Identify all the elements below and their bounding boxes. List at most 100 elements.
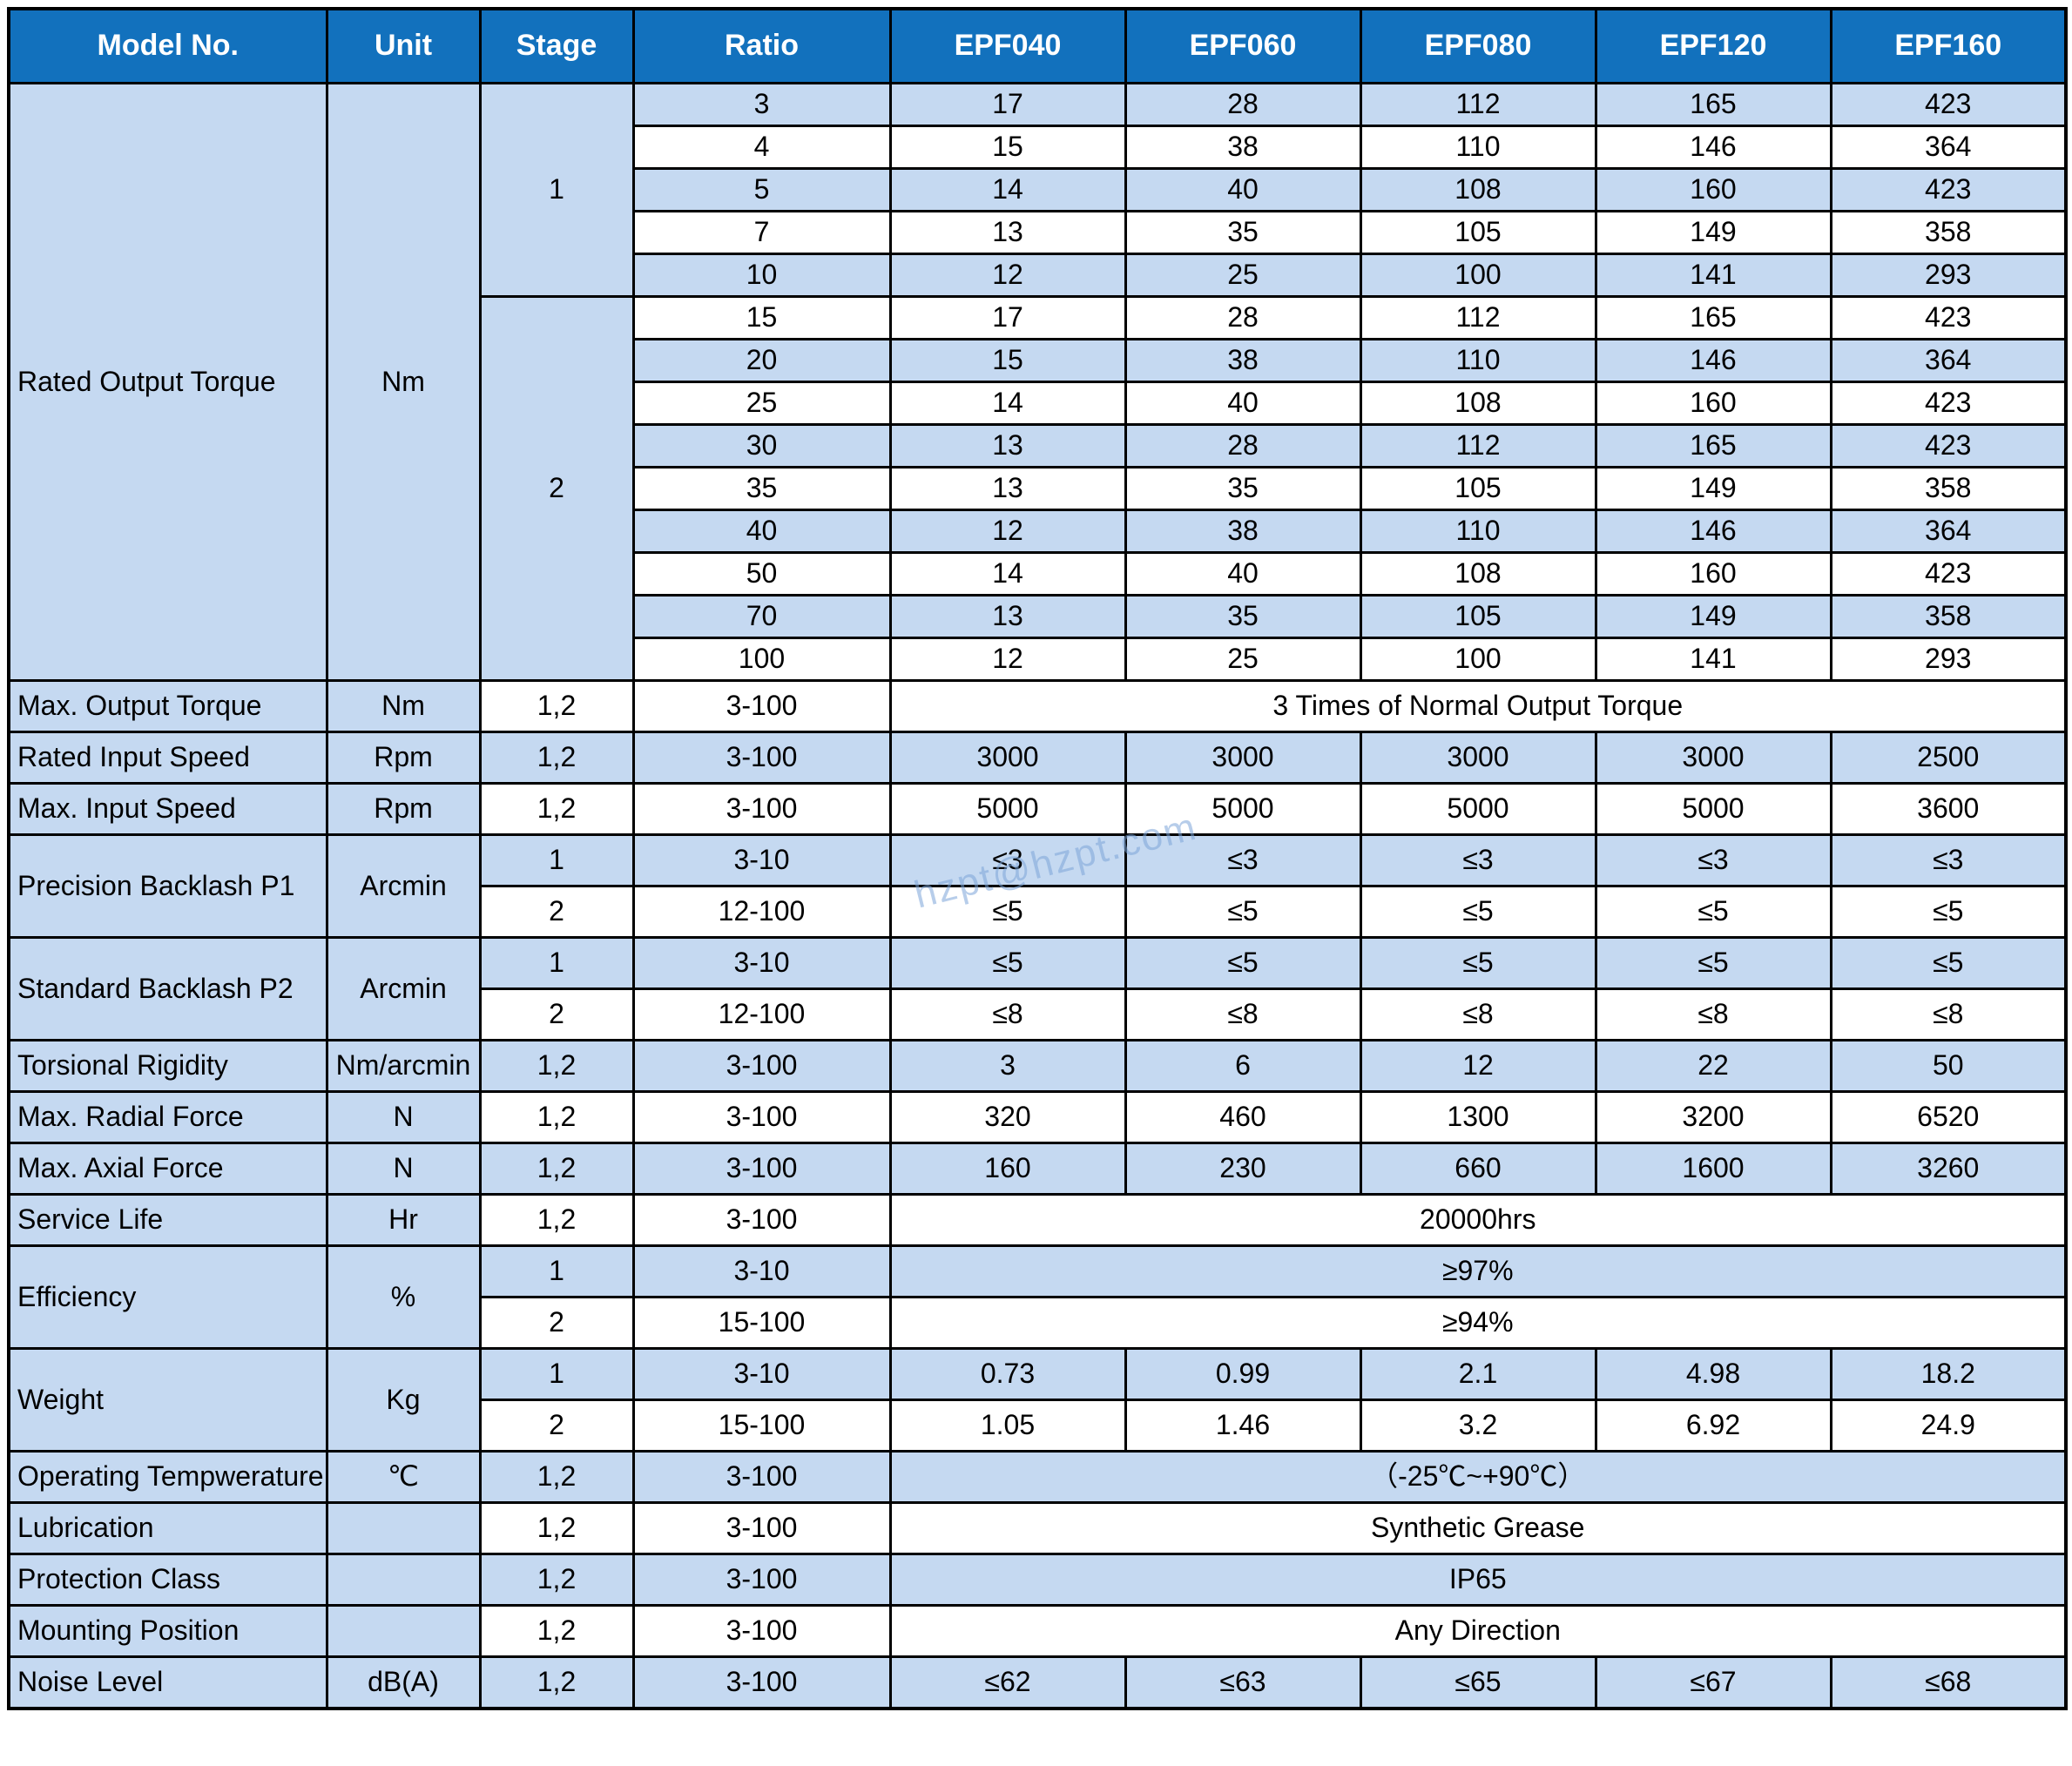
table-row: Service Life Hr 1,2 3-100 20000hrs [7,1193,2068,1247]
value-cell: 3000 [1359,731,1597,785]
column-header-epf160: EPF160 [1829,7,2068,84]
row-label: Max. Axial Force [7,1142,328,1196]
ratio-cell: 3-10 [631,833,892,887]
ratio-cell: 3-10 [631,936,892,990]
value-cell: 13 [888,594,1127,639]
value-cell: 3.2 [1359,1399,1597,1453]
table-row: Max. Output Torque Nm 1,2 3-100 3 Times … [7,679,2068,733]
value-cell: 15 [888,338,1127,383]
value-cell: ≤3 [1124,833,1362,887]
value-cell: 22 [1594,1039,1832,1093]
spec-table: Model No. Unit Stage Ratio EPF040 EPF060… [7,7,2068,1710]
value-cell: 423 [1829,82,2068,127]
row-label: Mounting Position [7,1604,328,1658]
stage-cell: 1,2 [478,1450,635,1504]
row-label: Max. Output Torque [7,679,328,733]
unit-cell: Nm [325,679,482,733]
value-cell: 14 [888,167,1127,212]
value-cell: ≤3 [888,833,1127,887]
row-label: Standard Backlash P2 [7,936,328,1041]
value-cell: 108 [1359,551,1597,597]
stage-cell: 2 [478,295,635,682]
row-label: Lubrication [7,1501,328,1555]
stage-cell: 1,2 [478,1090,635,1144]
value-cell: 423 [1829,423,2068,468]
row-label: Max. Radial Force [7,1090,328,1144]
table-row: Precision Backlash P1 Arcmin 1 3-10 ≤3 ≤… [7,833,2068,939]
row-label: Rated Output Torque [7,82,328,682]
row-label: Precision Backlash P1 [7,833,328,939]
value-cell: 1.46 [1124,1399,1362,1453]
value-cell: 165 [1594,423,1832,468]
column-header-ratio: Ratio [631,7,892,84]
value-cell: 105 [1359,210,1597,255]
table-row: 30 13 28 112 165 423 [9,423,2068,468]
value-cell: ≤8 [1594,987,1832,1041]
stage-cell: 1,2 [478,782,635,836]
ratio-cell: 3-100 [631,1604,892,1658]
value-cell: 12 [888,637,1127,682]
value-cell: 358 [1829,210,2068,255]
header-row: Model No. Unit Stage Ratio EPF040 EPF060… [7,7,2068,84]
value-cell: 112 [1359,423,1597,468]
value-cell: 112 [1359,295,1597,340]
value-cell: 160 [888,1142,1127,1196]
ratio-cell: 3-100 [631,1553,892,1607]
value-cell: ≤5 [1124,885,1362,939]
value-cell: 5000 [1594,782,1832,836]
value-cell: 12 [888,509,1127,554]
value-cell: 149 [1594,210,1832,255]
unit-cell: Arcmin [325,936,482,1041]
table-row: Max. Radial Force N 1,2 3-100 320 460 13… [7,1090,2068,1144]
ratio-cell: 25 [631,381,892,426]
value-cell: 28 [1124,423,1362,468]
value-cell: 1300 [1359,1090,1597,1144]
ratio-cell: 3-100 [631,679,892,733]
row-label: Torsional Rigidity [7,1039,328,1093]
value-cell: 165 [1594,295,1832,340]
table-row: 2 15 17 28 112 165 423 [9,295,2068,682]
value-cell: 15 [888,125,1127,170]
value-cell: 3000 [1594,731,1832,785]
value-cell: ≤5 [1124,936,1362,990]
table-row: Operating Tempwerature ℃ 1,2 3-100 （-25℃… [7,1450,2068,1504]
table-row: Torsional Rigidity Nm/arcmin 1,2 3-100 3… [7,1039,2068,1093]
stage-cell: 1 [478,833,635,887]
value-span-cell: （-25℃~+90℃） [888,1450,2068,1504]
table-row: Weight Kg 1 3-10 0.73 0.99 2.1 4.98 18.2 [7,1347,2068,1453]
unit-cell: N [325,1142,482,1196]
value-cell: 5000 [1124,782,1362,836]
value-cell: 28 [1124,295,1362,340]
row-label: Protection Class [7,1553,328,1607]
stage-cell: 1,2 [478,1039,635,1093]
value-cell: 12 [1359,1039,1597,1093]
value-cell: 5000 [888,782,1127,836]
unit-cell: Arcmin [325,833,482,939]
ratio-cell: 4 [631,125,892,170]
ratio-cell: 7 [631,210,892,255]
ratio-cell: 3-10 [631,1347,892,1401]
value-cell: 146 [1594,509,1832,554]
value-cell: 364 [1829,509,2068,554]
value-cell: 6520 [1829,1090,2068,1144]
value-cell: 14 [888,381,1127,426]
value-cell: 3000 [1124,731,1362,785]
ratio-cell: 3-100 [631,1655,892,1710]
value-cell: 40 [1124,167,1362,212]
value-cell: 358 [1829,594,2068,639]
value-cell: 40 [1124,551,1362,597]
value-cell: 293 [1829,253,2068,298]
unit-cell: Hr [325,1193,482,1247]
value-cell: ≤5 [1359,885,1597,939]
ratio-cell: 10 [631,253,892,298]
value-cell: ≤5 [1594,885,1832,939]
column-header-epf080: EPF080 [1359,7,1597,84]
value-cell: 110 [1359,338,1597,383]
ratio-cell: 40 [631,509,892,554]
unit-cell [325,1553,482,1607]
table-row: Standard Backlash P2 Arcmin 1 3-10 ≤5 ≤5… [7,936,2068,1041]
value-cell: 1.05 [888,1399,1127,1453]
value-cell: 146 [1594,338,1832,383]
ratio-cell: 3-10 [631,1244,892,1298]
value-cell: 17 [888,295,1127,340]
